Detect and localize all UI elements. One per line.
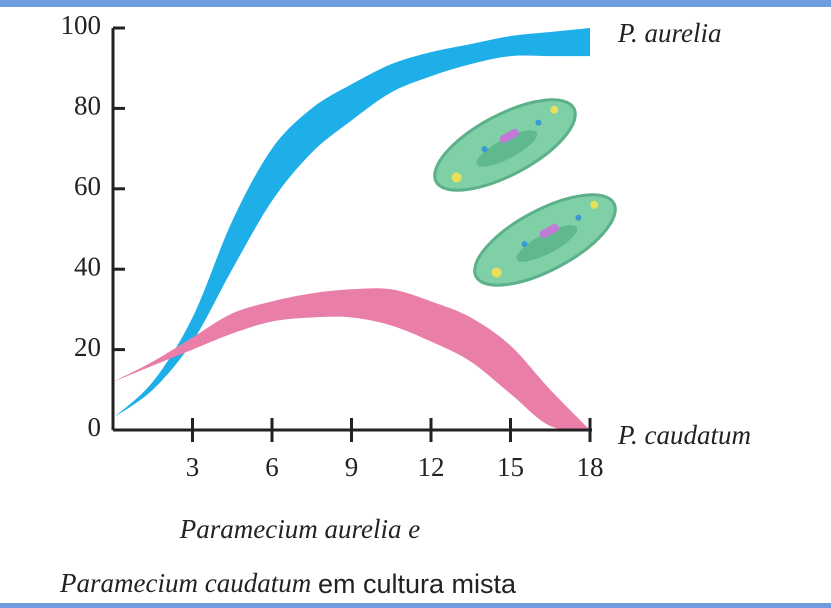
caption-plain: em cultura mista [318, 569, 517, 599]
x-tick-label: 9 [345, 452, 359, 482]
y-tick-label: 100 [61, 10, 102, 40]
x-tick-label: 6 [265, 452, 279, 482]
y-tick-label: 0 [88, 412, 102, 442]
band [113, 288, 590, 431]
caption-line-2: Paramecium caudatum em cultura mista [59, 568, 517, 599]
paramecium-illustration [433, 98, 617, 287]
x-tick-label: 12 [418, 452, 445, 482]
y-tick-label: 60 [74, 171, 101, 201]
series-label: P. aurelia [617, 18, 722, 48]
caption-italic: Paramecium caudatum [59, 568, 311, 598]
x-tick-label: 18 [577, 452, 604, 482]
x-tick-label: 15 [497, 452, 524, 482]
bottom-border [0, 603, 831, 608]
x-tick-label: 3 [186, 452, 200, 482]
y-tick-label: 80 [74, 91, 101, 121]
y-tick-label: 40 [74, 251, 101, 281]
caption-line-1: Paramecium aurelia e [179, 514, 420, 544]
band [113, 28, 590, 418]
y-tick-label: 20 [74, 332, 101, 362]
series-label: P. caudatum [617, 420, 751, 450]
top-border [0, 0, 831, 7]
bands [113, 28, 590, 431]
